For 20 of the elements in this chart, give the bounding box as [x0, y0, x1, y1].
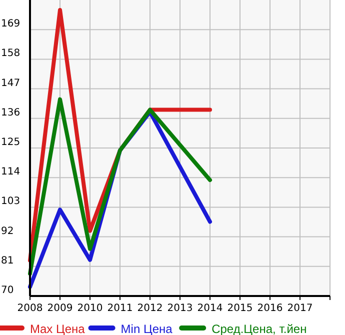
y-tick-label: 114 [1, 166, 20, 178]
y-tick-label: 70 [1, 285, 14, 296]
y-tick-label: 81 [1, 255, 14, 266]
y-tick-label: 103 [1, 196, 20, 208]
y-tick-label: 125 [1, 137, 20, 148]
y-tick-label: 147 [1, 78, 20, 89]
y-tick-label: 92 [1, 226, 14, 237]
x-tick-label: 2008 [17, 303, 43, 314]
x-tick-label: 2012 [137, 303, 163, 314]
y-tick-label: 158 [1, 48, 20, 60]
x-tick-label: 2009 [47, 303, 73, 314]
x-tick-label: 2015 [227, 303, 253, 314]
y-tick-label: 136 [1, 107, 20, 118]
x-tick-label: 2011 [107, 303, 133, 314]
x-tick-label: 2014 [197, 303, 223, 314]
x-tick-label: 2016 [257, 303, 283, 314]
y-tick-label: 169 [1, 18, 20, 30]
x-tick-label: 2017 [287, 303, 313, 314]
x-tick-label: 2010 [77, 303, 103, 314]
x-tick-label: 2013 [167, 303, 193, 314]
